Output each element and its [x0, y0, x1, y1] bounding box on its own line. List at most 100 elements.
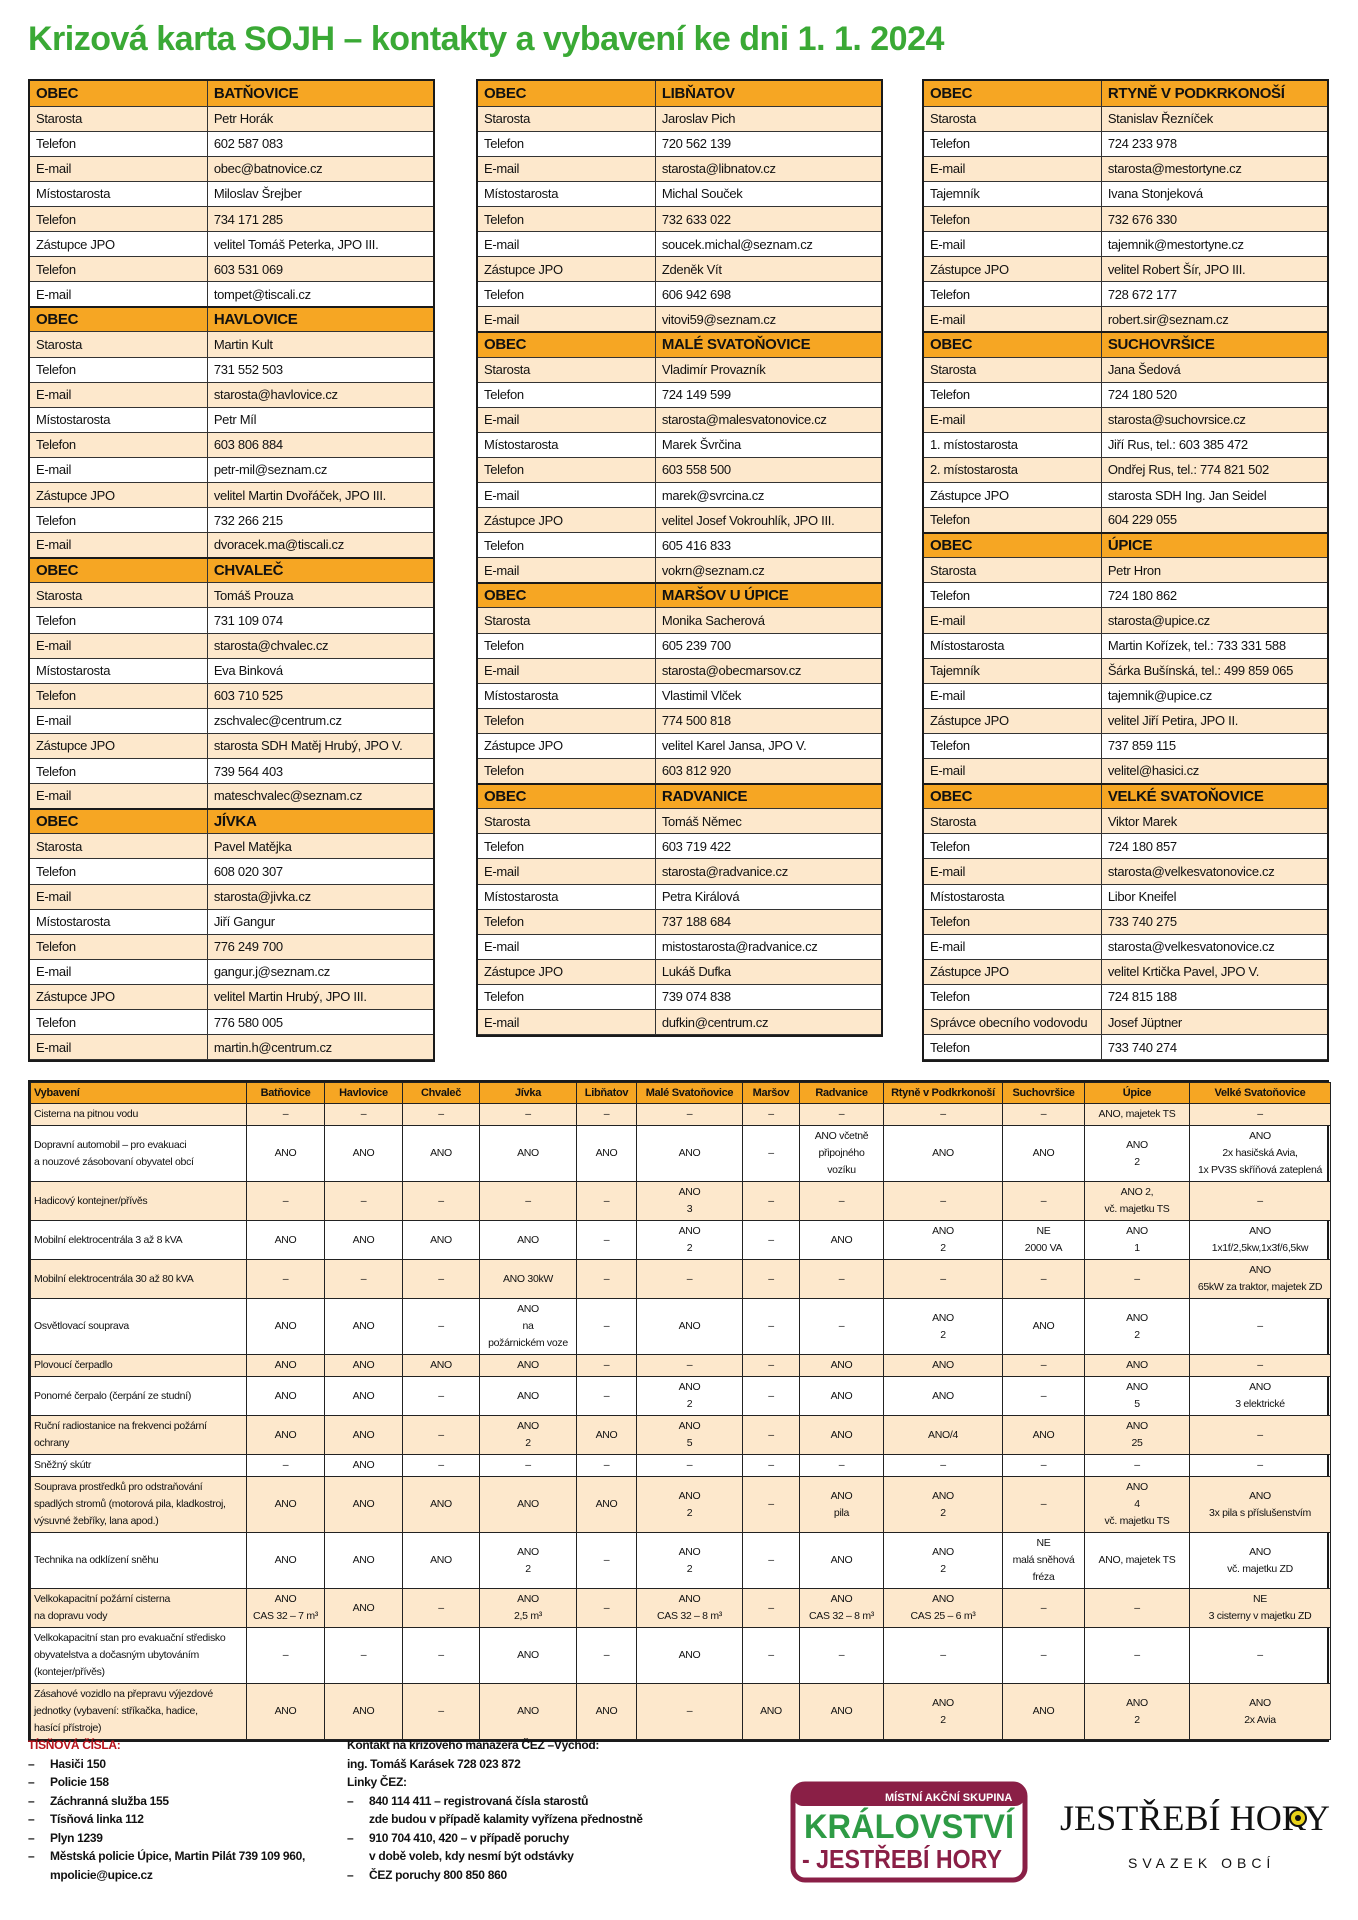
obec-label: OBEC	[924, 782, 1102, 810]
contact-email[interactable]: obec@batnovice.cz	[207, 156, 433, 182]
contact-row: E-mail tajemnik@upice.cz	[924, 683, 1327, 709]
equipment-cell: ANO/4	[883, 1415, 1003, 1455]
emergency-item: – Záchranná služba 155	[28, 1792, 305, 1811]
contact-email[interactable]: tajemnik@mestortyne.cz	[1101, 231, 1327, 258]
contact-email[interactable]: mistostarosta@radvanice.cz	[655, 934, 881, 960]
contact-email[interactable]: soucek.michal@seznam.cz	[655, 231, 881, 258]
contact-row: E-mail vitovi59@seznam.cz	[478, 306, 881, 333]
contact-email[interactable]: starosta@velkesvatonovice.cz	[1101, 934, 1327, 960]
equipment-cell: –	[636, 1103, 743, 1126]
contact-row: Místostarosta Petr Míl	[30, 407, 433, 433]
contact-email[interactable]: robert.sir@seznam.cz	[1101, 306, 1327, 333]
equipment-cell: ANO	[479, 1354, 577, 1377]
obec-label: OBEC	[30, 81, 208, 107]
contact-email[interactable]: velitel@hasici.cz	[1101, 758, 1327, 785]
contact-email[interactable]: petr-mil@seznam.cz	[207, 457, 433, 484]
equipment-cell: NE 3 cisterny v majetku ZD	[1189, 1588, 1331, 1628]
equipment-cell: ANO 3	[636, 1181, 743, 1221]
equipment-row: Sněžný skútr – ANO – – – – – – – – – –	[30, 1454, 1331, 1477]
contact-value: Viktor Marek	[1101, 808, 1327, 835]
contact-role: Telefon	[924, 733, 1102, 760]
contact-email[interactable]: starosta@radvanice.cz	[655, 858, 881, 885]
contact-row: E-mail starosta@suchovrsice.cz	[924, 407, 1327, 433]
equipment-cell: –	[636, 1454, 743, 1477]
contact-value: Zdeněk Vít	[655, 256, 881, 283]
contact-email[interactable]: starosta@libnatov.cz	[655, 156, 881, 182]
contact-row: Tajemník Šárka Bušínská, tel.: 499 859 06…	[924, 658, 1327, 684]
equipment-cell: –	[883, 1454, 1003, 1477]
contact-email[interactable]: gangur.j@seznam.cz	[207, 959, 433, 985]
contact-row: Místostarosta Martin Kořízek, tel.: 733 3…	[924, 633, 1327, 659]
contact-email[interactable]: starosta@havlovice.cz	[207, 382, 433, 408]
contact-role: E-mail	[30, 1034, 208, 1061]
contact-role: Telefon	[478, 633, 656, 659]
contact-role: Starosta	[30, 331, 208, 358]
contact-row: Starosta Stanislav Řezníček	[924, 106, 1327, 132]
contact-email[interactable]: starosta@jivka.cz	[207, 884, 433, 910]
contact-email[interactable]: tajemnik@upice.cz	[1101, 683, 1327, 709]
contact-value: Petra Királová	[655, 884, 881, 910]
obec-name: RADVANICE	[655, 782, 881, 810]
equipment-cell: ANO	[246, 1415, 325, 1455]
contact-value: 720 562 139	[655, 131, 881, 157]
contact-email[interactable]: vokrn@seznam.cz	[655, 557, 881, 584]
contact-role: E-mail	[30, 532, 208, 559]
contact-email[interactable]: martin.h@centrum.cz	[207, 1034, 433, 1061]
contact-email[interactable]: starosta@mestortyne.cz	[1101, 156, 1327, 182]
equipment-cell: ANO 25	[1084, 1415, 1190, 1455]
contact-email[interactable]: starosta@malesvatonovice.cz	[655, 407, 881, 433]
contact-row: E-mail soucek.michal@seznam.cz	[478, 231, 881, 258]
equipment-name: Mobilní elektrocentrála 30 až 80 kVA	[30, 1259, 247, 1299]
equipment-cell: ANO pila	[799, 1476, 884, 1533]
contact-email[interactable]: starosta@obecmarsov.cz	[655, 658, 881, 684]
contact-role: Telefon	[924, 507, 1102, 534]
contact-row: Místostarosta Eva Binková	[30, 658, 433, 684]
contact-email[interactable]: dufkin@centrum.cz	[655, 1009, 881, 1036]
dash-bullet: –	[347, 1793, 354, 1808]
obec-name: RTYNĚ V PODKRKONOŠÍ	[1101, 81, 1327, 107]
contact-email[interactable]: vitovi59@seznam.cz	[655, 306, 881, 333]
contact-value: 605 239 700	[655, 633, 881, 659]
dash-bullet: –	[28, 1756, 35, 1771]
contact-role: Telefon	[30, 758, 208, 785]
cez-lines-title: Linky ČEZ:	[347, 1775, 407, 1789]
contact-email[interactable]: dvoracek.ma@tiscali.cz	[207, 532, 433, 559]
contact-email[interactable]: marek@svrcina.cz	[655, 482, 881, 509]
equipment-cell: ANO 1	[1084, 1220, 1190, 1260]
contact-row: Telefon 739 074 838	[478, 984, 881, 1010]
equipment-cell: –	[1084, 1454, 1190, 1477]
contact-value: 724 180 862	[1101, 582, 1327, 609]
obec-label: OBEC	[924, 81, 1102, 107]
contact-role: Zástupce JPO	[924, 959, 1102, 985]
contact-row: Místostarosta Vlastimil Vlček	[478, 683, 881, 709]
contact-role: Starosta	[924, 557, 1102, 584]
contact-email[interactable]: tompet@tiscali.cz	[207, 281, 433, 308]
contact-row: E-mail starosta@mestortyne.cz	[924, 156, 1327, 182]
equipment-cell: ANO	[402, 1476, 480, 1533]
contact-email[interactable]: mateschvalec@seznam.cz	[207, 783, 433, 810]
obec-header-jivka: OBEC JÍVKA	[30, 807, 433, 835]
equipment-cell: –	[576, 1259, 637, 1299]
contact-email[interactable]: starosta@velkesvatonovice.cz	[1101, 858, 1327, 885]
equipment-row: Velkokapacitní stan pro evakuační středi…	[30, 1627, 1331, 1684]
contact-email[interactable]: zschvalec@centrum.cz	[207, 708, 433, 734]
contact-email[interactable]: starosta@chvalec.cz	[207, 633, 433, 659]
equipment-cell: –	[799, 1627, 884, 1684]
contact-email[interactable]: starosta@upice.cz	[1101, 607, 1327, 634]
contact-value: 739 074 838	[655, 984, 881, 1010]
equipment-table: Vybavení Batňovice Havlovice Chvaleč Jívka Li…	[28, 1080, 1331, 1742]
contact-row: E-mail mistostarosta@radvanice.cz	[478, 934, 881, 960]
contact-role: E-mail	[924, 683, 1102, 709]
obec-header-libnatov: OBEC LIBŇATOV	[478, 81, 881, 107]
contact-role: Zástupce JPO	[478, 507, 656, 534]
emergency-item: – Plyn 1239	[28, 1829, 305, 1848]
contacts-column-1: OBEC BATŇOVICE Starosta Petr Horák Telefon 60…	[28, 79, 435, 1063]
contact-role: E-mail	[478, 557, 656, 584]
contacts-column-3: OBEC RTYNĚ V PODKRKONOŠÍ Starosta Stanislav…	[922, 79, 1329, 1063]
contact-row: Telefon 603 558 500	[478, 457, 881, 484]
contact-row: Starosta Martin Kult	[30, 331, 433, 358]
contact-email[interactable]: starosta@suchovrsice.cz	[1101, 407, 1327, 433]
contact-role: Telefon	[924, 833, 1102, 860]
contact-row: Telefon 605 239 700	[478, 633, 881, 659]
dash-bullet: –	[347, 1867, 354, 1882]
